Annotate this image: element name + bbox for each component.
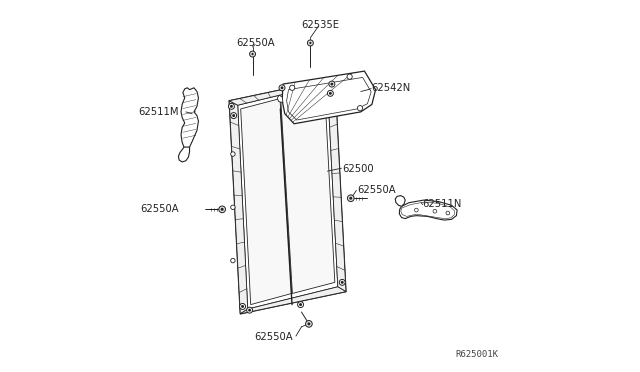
Polygon shape xyxy=(396,196,405,206)
Polygon shape xyxy=(241,99,292,305)
Circle shape xyxy=(330,83,333,86)
Text: 62511M: 62511M xyxy=(138,107,179,117)
Circle shape xyxy=(309,42,312,44)
Circle shape xyxy=(232,114,235,117)
Circle shape xyxy=(252,53,253,55)
Text: 62550A: 62550A xyxy=(141,204,179,214)
Circle shape xyxy=(307,323,310,326)
Polygon shape xyxy=(229,78,346,314)
Text: 62535E: 62535E xyxy=(301,20,339,30)
Text: 62500: 62500 xyxy=(342,164,374,174)
Polygon shape xyxy=(240,287,346,314)
Polygon shape xyxy=(277,95,283,103)
Circle shape xyxy=(328,90,333,96)
Circle shape xyxy=(248,309,251,312)
Polygon shape xyxy=(328,78,346,292)
Polygon shape xyxy=(181,88,198,149)
Text: 62550A: 62550A xyxy=(236,38,275,48)
Circle shape xyxy=(228,103,234,109)
Circle shape xyxy=(339,279,345,285)
Circle shape xyxy=(305,321,312,327)
Polygon shape xyxy=(229,78,335,105)
Circle shape xyxy=(307,40,314,46)
Circle shape xyxy=(349,197,352,200)
Circle shape xyxy=(340,281,344,284)
Circle shape xyxy=(241,305,244,308)
Circle shape xyxy=(299,303,302,306)
Text: 62542N: 62542N xyxy=(371,83,410,93)
Circle shape xyxy=(221,208,223,211)
Circle shape xyxy=(239,304,246,310)
Polygon shape xyxy=(179,147,189,162)
Polygon shape xyxy=(281,87,335,294)
Circle shape xyxy=(298,302,303,308)
Circle shape xyxy=(290,85,295,90)
Circle shape xyxy=(280,86,284,89)
Circle shape xyxy=(230,113,237,119)
Circle shape xyxy=(446,211,450,215)
Circle shape xyxy=(250,51,255,57)
Circle shape xyxy=(415,208,418,212)
Circle shape xyxy=(230,205,235,209)
Circle shape xyxy=(348,195,354,202)
Circle shape xyxy=(279,85,285,91)
Text: R625001K: R625001K xyxy=(455,350,498,359)
Circle shape xyxy=(230,152,235,156)
Text: 62511N: 62511N xyxy=(422,199,461,209)
Circle shape xyxy=(230,105,233,108)
Text: 62550A: 62550A xyxy=(357,185,396,195)
Circle shape xyxy=(219,206,225,213)
Text: 62550A: 62550A xyxy=(254,332,293,342)
Circle shape xyxy=(230,259,235,263)
Circle shape xyxy=(433,209,436,213)
Circle shape xyxy=(246,307,253,313)
Circle shape xyxy=(357,106,363,111)
Polygon shape xyxy=(282,71,376,124)
Polygon shape xyxy=(229,101,248,314)
Polygon shape xyxy=(399,200,457,220)
Circle shape xyxy=(329,92,332,95)
Circle shape xyxy=(347,74,352,79)
Circle shape xyxy=(329,81,335,87)
